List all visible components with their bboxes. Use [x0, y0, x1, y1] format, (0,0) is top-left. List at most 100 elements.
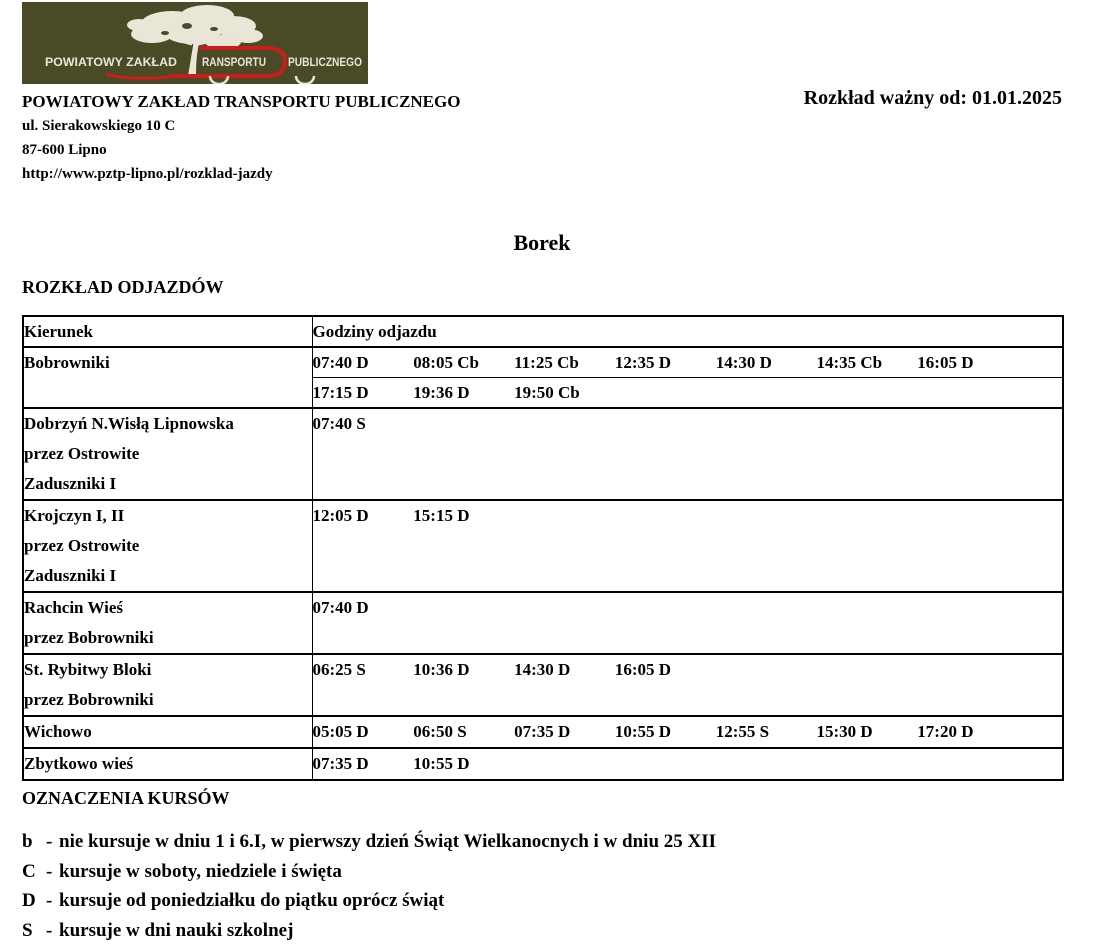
- legend-items: b - nie kursuje w dniu 1 i 6.I, w pierwszy…: [22, 827, 1078, 945]
- legend-heading: OZNACZENIA KURSÓW: [22, 788, 230, 808]
- direction-line: St. Rybitwy Bloki: [24, 660, 152, 679]
- departure-time: 10:55 D: [614, 722, 672, 741]
- table-row-continuation: 17:15 D 19:36 D 19:50 Cb: [23, 377, 1063, 408]
- legend-symbol: b: [22, 831, 33, 852]
- table-header-row: Kierunek Godziny odjazdu: [23, 315, 1063, 347]
- departure-time: 19:36 D: [413, 383, 470, 402]
- times-cell: 07:35 D 10:55 D: [312, 747, 1063, 780]
- departure-time: 12:55 S: [715, 722, 770, 741]
- departure-time: 08:05 Cb: [413, 353, 479, 372]
- direction-line: Zbytkowo wieś: [24, 754, 134, 773]
- departures-table-body: Bobrowniki 07:40 D 08:05 Cb 11:25 Cb 12:35 D…: [23, 346, 1063, 780]
- direction-line: przez Bobrowniki: [24, 628, 154, 647]
- departure-time: 05:05 D: [312, 722, 369, 741]
- page-title: Borek: [513, 230, 571, 255]
- table-row: Bobrowniki 07:40 D 08:05 Cb 11:25 Cb 12:35 D…: [23, 346, 1063, 408]
- direction-cell: Rachcin Wieś przez Bobrowniki: [23, 591, 313, 654]
- direction-line: przez Ostrowite: [24, 536, 140, 555]
- times-cell: 06:25 S 10:36 D 14:30 D 16:05 D: [312, 653, 1063, 716]
- direction-cell: St. Rybitwy Bloki przez Bobrowniki: [23, 653, 313, 716]
- logo-text-part3: PUBLICZNEGO: [288, 57, 362, 69]
- direction-line: Krojczyn I, II: [24, 506, 125, 525]
- legend-item: S - kursuje w dni nauki szkolnej: [22, 916, 1078, 946]
- departure-time: 15:30 D: [816, 722, 873, 741]
- legend-item: b - nie kursuje w dniu 1 i 6.I, w pierwszy…: [22, 827, 1078, 857]
- direction-line: przez Bobrowniki: [24, 690, 154, 709]
- direction-line: Rachcin Wieś: [24, 598, 124, 617]
- logo-text-part1: POWIATOWY ZAKŁAD: [45, 57, 177, 69]
- departure-time: 06:25 S: [312, 660, 366, 679]
- departure-time: 14:35 Cb: [816, 353, 883, 372]
- legend-separator: -: [46, 919, 53, 941]
- departure-time: 19:50 Cb: [514, 383, 580, 402]
- departure-time: 07:35 D: [312, 754, 369, 773]
- departure-time: 12:35 D: [614, 353, 672, 372]
- legend-symbol: S: [22, 919, 33, 941]
- times-cell: 12:05 D 15:15 D: [312, 499, 1063, 592]
- times-cell: 07:40 D: [312, 591, 1063, 654]
- departure-time: 10:36 D: [413, 660, 470, 679]
- company-info-block: POWIATOWY ZAKŁAD TRANSPORTU PUBLICZNEGO …: [22, 90, 460, 186]
- legend-description: nie kursuje w dniu 1 i 6.I, w pierwszy d…: [59, 831, 717, 852]
- legend-description: kursuje w soboty, niedziele i święta: [59, 860, 342, 882]
- departures-heading: ROZKŁAD ODJAZDÓW: [22, 277, 224, 297]
- departure-time: 07:40 S: [312, 414, 366, 433]
- company-logo-svg: POWIATOWY ZAKŁAD RANSPORTU PUBLICZNEGO: [22, 2, 368, 86]
- departure-time: 07:40 D: [312, 353, 369, 372]
- departure-time: 14:30 D: [514, 660, 571, 679]
- table-row: Wichowo 05:05 D 06:50 S 07:35 D 10:55 D 12:55…: [23, 715, 1063, 748]
- departure-time: 14:30 D: [715, 353, 772, 372]
- departure-time: 10:55 D: [413, 754, 470, 773]
- company-address-street: ul. Sierakowskiego 10 C: [22, 118, 176, 134]
- table-row: Rachcin Wieś przez Bobrowniki 07:40 D: [23, 591, 1063, 654]
- legend-item: C - kursuje w soboty, niedziele i święta: [22, 857, 1078, 887]
- departure-time: 12:05 D: [312, 506, 369, 525]
- tree-icon: [127, 5, 263, 76]
- direction-line: Zaduszniki I: [24, 474, 117, 493]
- direction-cell: Krojczyn I, II przez Ostrowite Zaduszniki …: [23, 499, 313, 592]
- direction-line: przez Ostrowite: [24, 444, 140, 463]
- direction-cell: Wichowo: [23, 715, 313, 748]
- times-cell: 05:05 D 06:50 S 07:35 D 10:55 D 12:55 S 15:30…: [312, 715, 1063, 748]
- direction-line: Bobrowniki: [24, 353, 110, 372]
- table-row: Krojczyn I, II przez Ostrowite Zaduszniki …: [23, 499, 1063, 592]
- table-row: St. Rybitwy Bloki przez Bobrowniki 06:25 S…: [23, 653, 1063, 716]
- departure-time: 17:20 D: [917, 722, 974, 741]
- legend-description: kursuje od poniedziałku do piątku oprócz…: [59, 890, 445, 911]
- legend-symbol: C: [22, 860, 36, 882]
- column-header-direction: Kierunek: [23, 315, 313, 347]
- departure-time: 16:05 D: [614, 660, 672, 679]
- table-row: Zbytkowo wieś 07:35 D 10:55 D: [23, 747, 1063, 780]
- legend-separator: -: [46, 860, 53, 882]
- company-logo: POWIATOWY ZAKŁAD RANSPORTU PUBLICZNEGO: [22, 2, 368, 86]
- departure-time: 07:40 D: [312, 598, 369, 617]
- company-name: POWIATOWY ZAKŁAD TRANSPORTU PUBLICZNEGO: [22, 92, 461, 111]
- departures-table: Kierunek Godziny odjazdu Bobrowniki 07:40…: [22, 315, 1064, 781]
- logo-text: POWIATOWY ZAKŁAD RANSPORTU PUBLICZNEGO: [45, 57, 362, 69]
- legend-section: OZNACZENIA KURSÓW b - nie kursuje w dniu 1…: [22, 788, 1078, 945]
- legend-item: D - kursuje od poniedziałku do piątku opró…: [22, 886, 1078, 916]
- logo-text-part2: RANSPORTU: [202, 57, 266, 69]
- company-website: http://www.pztp-lipno.pl/rozklad-jazdy: [22, 166, 273, 182]
- times-cell: 07:40 S: [312, 407, 1063, 500]
- departure-time: 11:25 Cb: [514, 353, 579, 372]
- departure-time: 06:50 S: [413, 722, 467, 741]
- departure-time: 15:15 D: [413, 506, 470, 525]
- schedule-valid-from: Rozkład ważny od: 01.01.2025: [803, 87, 1062, 109]
- direction-line: Dobrzyń N.Wisłą Lipnowska: [24, 414, 234, 433]
- legend-separator: -: [46, 890, 53, 911]
- legend-separator: -: [46, 831, 53, 852]
- direction-line: Zaduszniki I: [24, 566, 117, 585]
- table-row: Dobrzyń N.Wisłą Lipnowska przez Ostrowite…: [23, 407, 1063, 500]
- direction-line: Wichowo: [24, 722, 92, 741]
- company-address-city: 87-600 Lipno: [22, 142, 107, 158]
- direction-cell: Dobrzyń N.Wisłą Lipnowska przez Ostrowite…: [23, 407, 313, 500]
- departure-time: 16:05 D: [917, 353, 974, 372]
- tree-texture: [161, 23, 218, 35]
- departure-time: 17:15 D: [312, 383, 369, 402]
- departure-time: 07:35 D: [514, 722, 571, 741]
- direction-cell: Zbytkowo wieś: [23, 747, 313, 780]
- column-header-times: Godziny odjazdu: [312, 315, 1063, 347]
- legend-symbol: D: [22, 890, 36, 911]
